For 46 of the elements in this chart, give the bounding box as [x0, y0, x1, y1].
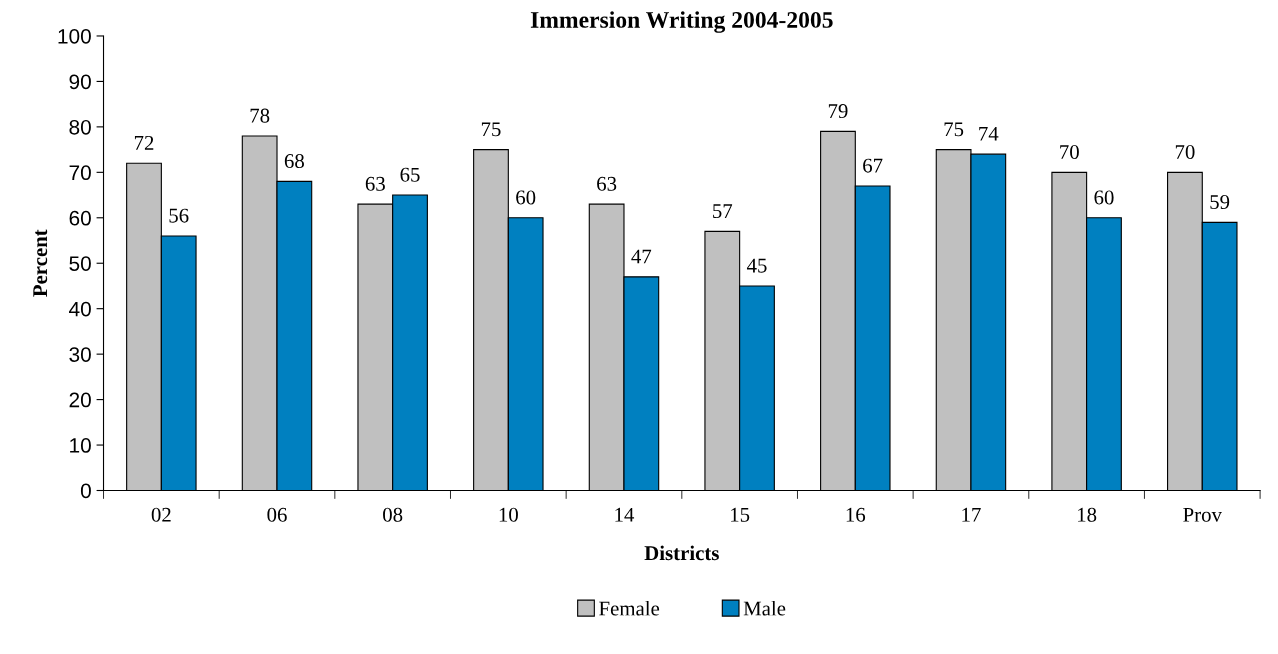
data-label: 63 — [365, 176, 385, 191]
data-label: 60 — [516, 190, 536, 205]
y-tick-label: 100 — [58, 28, 91, 44]
data-label: 74 — [979, 126, 999, 141]
y-tick-label: 20 — [69, 392, 91, 408]
y-tick-label: 40 — [69, 301, 91, 317]
data-label: 47 — [631, 249, 652, 264]
chart-title: Immersion Writing 2004-2005 — [530, 11, 833, 33]
y-tick-label: 0 — [80, 483, 91, 499]
y-tick-label: 30 — [69, 347, 91, 362]
data-label: 59 — [1210, 195, 1230, 209]
y-axis-title: Percent — [33, 229, 48, 297]
data-label: 57 — [713, 204, 733, 219]
x-tick-label: 15 — [731, 507, 750, 522]
data-label: 60 — [1094, 190, 1114, 205]
y-tick-label: 70 — [69, 165, 91, 181]
x-axis-title: Districts — [644, 545, 719, 561]
data-label: 79 — [828, 104, 848, 119]
data-label: 78 — [250, 108, 270, 123]
legend-label: Male — [743, 600, 786, 616]
y-tick-label: 50 — [69, 256, 91, 271]
data-label: 45 — [746, 258, 767, 273]
data-label: 75 — [481, 122, 501, 137]
data-label: 56 — [169, 208, 189, 223]
data-label: 63 — [597, 176, 617, 191]
legend-label: Female — [599, 600, 660, 616]
y-tick-label: 80 — [69, 119, 91, 135]
data-label: 65 — [400, 167, 420, 182]
data-label: 68 — [284, 154, 304, 169]
x-tick-label: 18 — [1078, 507, 1097, 522]
x-tick-label: 02 — [151, 507, 171, 522]
x-tick-label: 10 — [499, 507, 518, 522]
y-tick-label: 90 — [69, 74, 91, 90]
y-tick-label: 10 — [70, 438, 91, 453]
data-label: 70 — [1060, 144, 1079, 160]
x-tick-label: 16 — [846, 507, 866, 522]
x-tick-label: 06 — [267, 507, 287, 522]
x-tick-label: Prov — [1183, 507, 1222, 522]
data-label: 67 — [863, 158, 883, 173]
x-tick-label: 14 — [615, 507, 635, 522]
data-label: 75 — [944, 122, 964, 137]
data-label: 70 — [1175, 144, 1195, 160]
y-tick-label: 60 — [69, 210, 91, 226]
data-label: 72 — [134, 135, 154, 150]
x-tick-label: 17 — [962, 507, 981, 522]
x-tick-label: 08 — [383, 507, 403, 522]
